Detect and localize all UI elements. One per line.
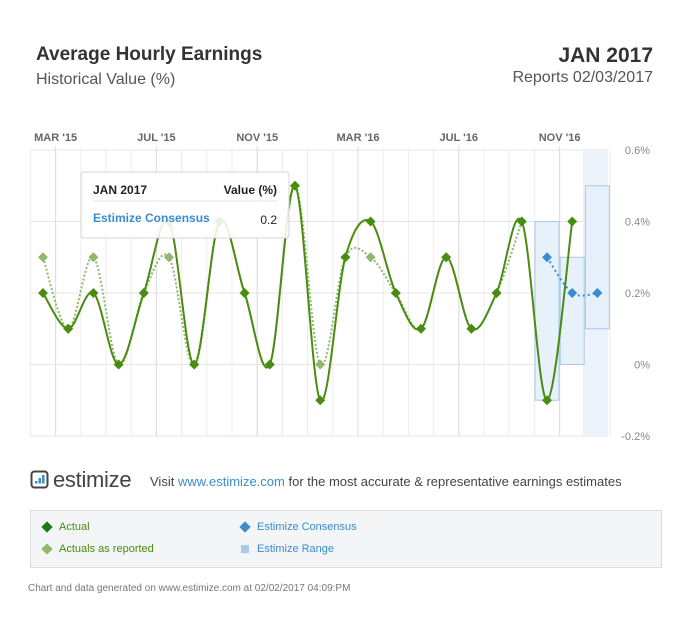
consensus-series-line	[546, 256, 598, 297]
legend-item-actual[interactable]: Actual	[41, 521, 90, 533]
legend-item-reported[interactable]: Actuals as reported	[41, 543, 154, 555]
estimize-range-box	[584, 185, 610, 330]
actual-point	[189, 359, 200, 370]
tooltip-value-header: Value (%)	[224, 183, 277, 197]
actual-point	[416, 323, 426, 334]
actual-marker-icon	[41, 521, 53, 533]
tagline-suffix: for the most accurate & representative e…	[284, 474, 622, 489]
tagline-prefix: Visit	[150, 474, 178, 489]
actual-point	[365, 216, 376, 227]
actual-point	[38, 288, 48, 298]
y-tick-label: 0%	[634, 360, 650, 372]
estimize-range-box	[534, 221, 560, 401]
legend-label-reported: Actuals as reported	[59, 543, 154, 555]
actual-point	[542, 395, 552, 406]
y-tick-label: 0.6%	[625, 145, 650, 157]
consensus-point	[592, 288, 603, 298]
reported-point	[164, 252, 174, 263]
legend-item-range[interactable]: Estimize Range	[241, 543, 334, 555]
actual-point	[441, 252, 452, 263]
tooltip-series-label: Estimize Consensus	[93, 211, 210, 225]
tooltip-series-value: 0.2	[260, 213, 277, 227]
actual-point	[390, 288, 401, 298]
report-period: JAN 2017	[558, 44, 653, 67]
y-tick-label: 0.4%	[625, 217, 650, 229]
consensus-marker-icon	[239, 521, 251, 533]
actual-point	[138, 288, 149, 298]
reported-point	[38, 252, 48, 263]
x-tick-label: MAR '16	[337, 132, 380, 144]
actual-point	[315, 395, 326, 406]
y-axis-labels: 0.6% 0.4% 0.2% 0% -0.2%	[621, 145, 650, 443]
estimize-range-box	[559, 256, 585, 365]
actual-point	[567, 216, 578, 227]
range-marker-icon	[241, 545, 249, 553]
tooltip-period: JAN 2017	[93, 183, 147, 197]
brand-name: estimize	[53, 467, 132, 492]
actual-point	[466, 323, 477, 334]
legend-label-actual: Actual	[59, 521, 90, 533]
tooltip: JAN 2017 Value (%) Estimize Consensus 0.…	[80, 171, 290, 239]
reported-point	[365, 252, 376, 263]
estimize-link[interactable]: www.estimize.com	[177, 474, 285, 489]
actual-point	[491, 288, 502, 298]
y-tick-label: -0.2%	[621, 431, 650, 443]
earnings-chart: MAR '15 JUL '15 NOV '15 MAR '16 JUL '16 NOV '…	[29, 132, 650, 443]
actual-point	[264, 359, 275, 370]
consensus-point	[567, 288, 578, 298]
actual-point	[290, 180, 300, 191]
consensus-markers	[542, 252, 603, 298]
x-tick-label: NOV '16	[539, 132, 581, 144]
horizontal-gridlines	[30, 149, 608, 437]
x-tick-label: NOV '15	[236, 132, 278, 144]
chart-title: Average Hourly Earnings	[36, 44, 263, 65]
actual-point	[239, 288, 250, 298]
y-tick-label: 0.2%	[625, 288, 650, 300]
x-tick-label: JUL '15	[137, 132, 176, 144]
estimize-logo-icon	[30, 470, 49, 489]
report-date: Reports 02/03/2017	[512, 69, 653, 86]
x-tick-label: JUL '16	[440, 132, 479, 144]
chart-subtitle: Historical Value (%)	[36, 71, 176, 88]
reported-marker-icon	[41, 543, 53, 555]
legend-label-consensus: Estimize Consensus	[257, 521, 357, 533]
footer-note: Chart and data generated on www.estimize…	[28, 583, 351, 594]
actual-point	[340, 252, 351, 263]
reported-point	[315, 359, 326, 370]
tooltip-box	[80, 171, 290, 239]
estimize-logo: estimize	[30, 467, 132, 492]
x-axis-labels: MAR '15 JUL '15 NOV '15 MAR '16 JUL '16 NOV '…	[34, 132, 580, 436]
tagline: Visit www.estimize.com for the most accu…	[150, 474, 622, 489]
x-tick-label: MAR '15	[34, 132, 77, 144]
consensus-point	[542, 252, 552, 263]
estimize-range-boxes	[534, 185, 610, 401]
legend: Actual Actuals as reported Estimize Cons…	[30, 510, 662, 568]
legend-label-range: Estimize Range	[257, 543, 335, 555]
legend-item-consensus[interactable]: Estimize Consensus	[239, 521, 357, 533]
actual-point	[516, 216, 527, 227]
